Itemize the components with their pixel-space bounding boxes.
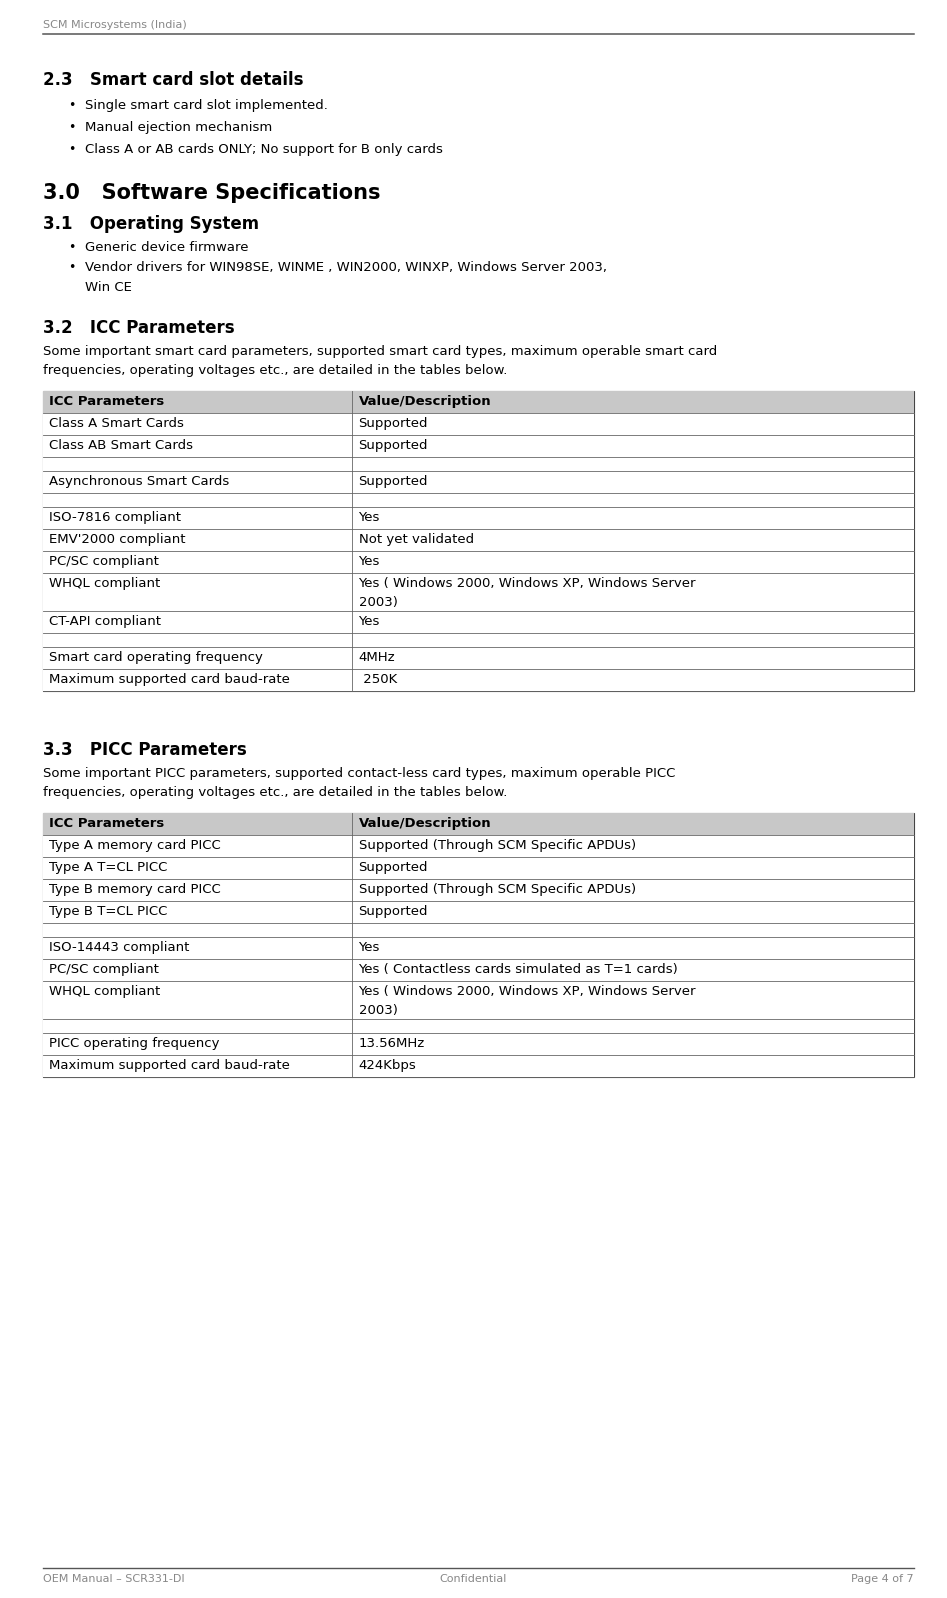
Text: 4MHz: 4MHz: [359, 650, 395, 663]
Text: Class AB Smart Cards: Class AB Smart Cards: [49, 439, 193, 452]
Text: Vendor drivers for WIN98SE, WINME , WIN2000, WINXP, Windows Server 2003,: Vendor drivers for WIN98SE, WINME , WIN2…: [85, 260, 607, 273]
Text: frequencies, operating voltages etc., are detailed in the tables below.: frequencies, operating voltages etc., ar…: [43, 364, 507, 377]
Text: Page 4 of 7: Page 4 of 7: [851, 1574, 914, 1584]
Text: 3.1   Operating System: 3.1 Operating System: [43, 214, 259, 233]
Text: Value/Description: Value/Description: [359, 817, 491, 829]
Bar: [43, 879, 914, 901]
Bar: [43, 492, 914, 507]
Text: Confidential: Confidential: [439, 1574, 508, 1584]
Text: Yes: Yes: [359, 615, 380, 628]
Text: Asynchronous Smart Cards: Asynchronous Smart Cards: [49, 475, 229, 487]
Bar: [43, 392, 914, 690]
Text: CT-API compliant: CT-API compliant: [49, 615, 161, 628]
Text: Win CE: Win CE: [85, 281, 132, 294]
Text: 3.0   Software Specifications: 3.0 Software Specifications: [43, 182, 380, 203]
Text: Type A T=CL PICC: Type A T=CL PICC: [49, 861, 168, 874]
Text: 13.56MHz: 13.56MHz: [359, 1037, 425, 1050]
Text: OEM Manual – SCR331-DI: OEM Manual – SCR331-DI: [43, 1574, 185, 1584]
Bar: [43, 471, 914, 492]
Text: 2003): 2003): [359, 596, 398, 609]
Text: Type B T=CL PICC: Type B T=CL PICC: [49, 904, 168, 917]
Bar: [43, 668, 914, 690]
Text: Single smart card slot implemented.: Single smart card slot implemented.: [85, 99, 328, 112]
Bar: [43, 457, 914, 471]
Bar: [43, 1032, 914, 1055]
Text: Supported: Supported: [359, 439, 428, 452]
Text: Maximum supported card baud-rate: Maximum supported card baud-rate: [49, 673, 290, 686]
Text: 250K: 250K: [359, 673, 397, 686]
Bar: [43, 392, 914, 412]
Bar: [43, 1020, 914, 1032]
Bar: [43, 572, 914, 610]
Text: •: •: [68, 260, 76, 273]
Text: Supported: Supported: [359, 475, 428, 487]
Bar: [43, 610, 914, 633]
Text: Supported: Supported: [359, 861, 428, 874]
Bar: [43, 959, 914, 981]
Bar: [43, 813, 914, 834]
Text: •: •: [68, 121, 76, 134]
Text: frequencies, operating voltages etc., are detailed in the tables below.: frequencies, operating voltages etc., ar…: [43, 786, 507, 799]
Text: Class A or AB cards ONLY; No support for B only cards: Class A or AB cards ONLY; No support for…: [85, 142, 443, 155]
Text: EMV'2000 compliant: EMV'2000 compliant: [49, 532, 186, 547]
Text: Supported: Supported: [359, 904, 428, 917]
Text: Type B memory card PICC: Type B memory card PICC: [49, 882, 221, 896]
Text: Yes ( Windows 2000, Windows XP, Windows Server: Yes ( Windows 2000, Windows XP, Windows …: [359, 577, 696, 590]
Text: Smart card operating frequency: Smart card operating frequency: [49, 650, 263, 663]
Bar: [43, 507, 914, 529]
Text: Supported: Supported: [359, 417, 428, 430]
Text: Yes: Yes: [359, 555, 380, 567]
Bar: [43, 901, 914, 922]
Text: •: •: [68, 99, 76, 112]
Text: Yes ( Contactless cards simulated as T=1 cards): Yes ( Contactless cards simulated as T=1…: [359, 962, 678, 976]
Text: SCM Microsystems (India): SCM Microsystems (India): [43, 19, 187, 30]
Bar: [43, 922, 914, 936]
Bar: [43, 647, 914, 668]
Bar: [43, 551, 914, 572]
Bar: [43, 834, 914, 857]
Text: Class A Smart Cards: Class A Smart Cards: [49, 417, 184, 430]
Bar: [43, 813, 914, 1077]
Text: Yes: Yes: [359, 511, 380, 524]
Text: 2.3   Smart card slot details: 2.3 Smart card slot details: [43, 70, 303, 89]
Bar: [43, 435, 914, 457]
Bar: [43, 857, 914, 879]
Text: Supported (Through SCM Specific APDUs): Supported (Through SCM Specific APDUs): [359, 882, 635, 896]
Text: Yes ( Windows 2000, Windows XP, Windows Server: Yes ( Windows 2000, Windows XP, Windows …: [359, 984, 696, 997]
Text: Generic device firmware: Generic device firmware: [85, 241, 249, 254]
Text: Supported (Through SCM Specific APDUs): Supported (Through SCM Specific APDUs): [359, 839, 635, 852]
Bar: [43, 633, 914, 647]
Bar: [43, 412, 914, 435]
Bar: [43, 981, 914, 1020]
Text: •: •: [68, 241, 76, 254]
Text: ISO-14443 compliant: ISO-14443 compliant: [49, 941, 189, 954]
Text: Manual ejection mechanism: Manual ejection mechanism: [85, 121, 273, 134]
Text: Not yet validated: Not yet validated: [359, 532, 474, 547]
Text: Some important smart card parameters, supported smart card types, maximum operab: Some important smart card parameters, su…: [43, 345, 717, 358]
Text: Some important PICC parameters, supported contact-less card types, maximum opera: Some important PICC parameters, supporte…: [43, 767, 675, 780]
Text: ISO-7816 compliant: ISO-7816 compliant: [49, 511, 181, 524]
Bar: [43, 1055, 914, 1077]
Text: ICC Parameters: ICC Parameters: [49, 817, 165, 829]
Text: WHQL compliant: WHQL compliant: [49, 984, 160, 997]
Text: 424Kbps: 424Kbps: [359, 1059, 417, 1072]
Text: PC/SC compliant: PC/SC compliant: [49, 962, 159, 976]
Text: WHQL compliant: WHQL compliant: [49, 577, 160, 590]
Text: 2003): 2003): [359, 1004, 398, 1016]
Text: Value/Description: Value/Description: [359, 395, 491, 407]
Text: ICC Parameters: ICC Parameters: [49, 395, 165, 407]
Text: Type A memory card PICC: Type A memory card PICC: [49, 839, 221, 852]
Text: 3.2   ICC Parameters: 3.2 ICC Parameters: [43, 318, 234, 337]
Bar: [43, 529, 914, 551]
Text: Yes: Yes: [359, 941, 380, 954]
Text: PICC operating frequency: PICC operating frequency: [49, 1037, 220, 1050]
Bar: [43, 936, 914, 959]
Text: 3.3   PICC Parameters: 3.3 PICC Parameters: [43, 741, 246, 759]
Text: PC/SC compliant: PC/SC compliant: [49, 555, 159, 567]
Text: Maximum supported card baud-rate: Maximum supported card baud-rate: [49, 1059, 290, 1072]
Text: •: •: [68, 142, 76, 155]
